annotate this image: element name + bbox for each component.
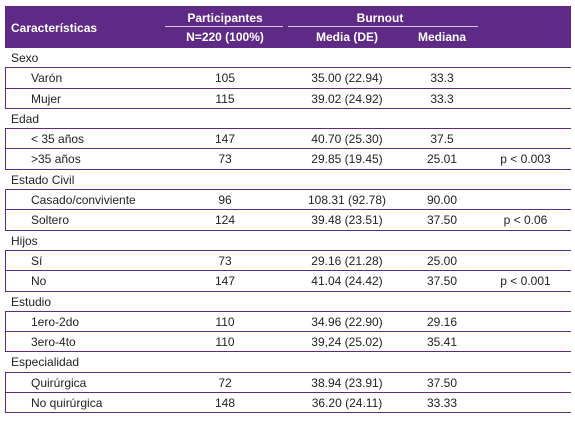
row-label: No: [31, 274, 47, 289]
header-divider: [288, 26, 478, 27]
mediana-cell: 35.41: [426, 335, 458, 350]
table-row: Mujer 115 39.02 (24.92) 33.3: [5, 87, 571, 109]
header-divider: [165, 26, 283, 27]
table-body: Sexo Varón 105 35.00 (22.94) 33.3 Mujer 115 39.…: [5, 48, 571, 414]
media-cell: 29.85 (19.45): [311, 152, 383, 167]
table-row: Varón 105 35.00 (22.94) 33.3: [5, 67, 571, 89]
participants-cell: 147: [214, 132, 236, 147]
participants-cell: 124: [214, 213, 236, 228]
media-cell: 39,24 (25.02): [311, 335, 383, 350]
participants-cell: 110: [215, 335, 235, 350]
media-cell: 39.02 (24.92): [311, 91, 383, 106]
row-label: 1ero-2do: [31, 314, 80, 329]
participants-cell: 73: [218, 253, 232, 268]
table-header: Características Participantes N=220 (100…: [5, 6, 571, 48]
mediana-cell: 25.00: [426, 253, 458, 268]
participants-cell: 96: [218, 193, 232, 208]
table-row: 3ero-4to 110 39,24 (25.02) 35.41: [5, 331, 571, 353]
group-label: Estudio: [11, 294, 52, 309]
group-row: Estado Civil: [5, 170, 571, 191]
row-label: < 35 años: [31, 132, 85, 147]
participants-cell: 110: [215, 314, 235, 329]
group-row: Sexo: [5, 48, 571, 69]
row-label: Mujer: [31, 91, 62, 106]
mediana-cell: 37.50: [426, 375, 458, 390]
burnout-table: Características Participantes N=220 (100…: [5, 6, 571, 414]
table-row: 1ero-2do 110 34.96 (22.90) 29.16: [5, 310, 571, 333]
row-label: Sí: [31, 253, 43, 268]
mediana-cell: 29.16: [426, 314, 458, 329]
table-row: >35 años 73 29.85 (19.45) 25.01 p < 0.003: [5, 148, 571, 170]
participants-cell: 105: [214, 71, 236, 86]
header-participantes: Participantes: [187, 11, 263, 25]
table-row: No quirúrgica 148 36.20 (24.11) 33.33: [5, 392, 571, 414]
participants-cell: 147: [214, 274, 236, 289]
mediana-cell: 25.01: [426, 152, 458, 167]
table-row: No 147 41.04 (24.42) 37.50 p < 0.001: [5, 270, 571, 292]
media-cell: 108.31 (92.78): [307, 193, 387, 208]
mediana-cell: 33.33: [426, 396, 458, 411]
group-label: Sexo: [11, 51, 39, 65]
media-cell: 29.16 (21.28): [311, 253, 383, 268]
mediana-cell: 37.50: [426, 274, 458, 289]
row-label: Casado/conviviente: [31, 193, 136, 208]
p-value-cell: p < 0.001: [500, 274, 551, 289]
table-row: Casado/conviviente 96 108.31 (92.78) 90.00: [5, 189, 571, 211]
header-mediana: Mediana: [417, 30, 466, 44]
header-caracteristicas: Características: [11, 21, 98, 35]
media-cell: 38.94 (23.91): [311, 375, 383, 390]
header-burnout: Burnout: [356, 11, 404, 25]
table-row: Sí 73 29.16 (21.28) 25.00: [5, 249, 571, 272]
mediana-cell: 33.3: [430, 91, 454, 106]
group-label: Edad: [11, 111, 40, 126]
group-row: Estudio: [5, 292, 571, 312]
media-cell: 35.00 (22.94): [311, 71, 383, 86]
p-value-cell: p < 0.003: [500, 152, 551, 167]
row-label: 3ero-4to: [31, 335, 76, 350]
participants-cell: 73: [218, 152, 232, 167]
header-n-total: N=220 (100%): [186, 30, 264, 44]
media-cell: 36.20 (24.11): [311, 396, 383, 411]
row-label: Varón: [31, 71, 63, 86]
media-cell: 34.96 (22.90): [311, 314, 383, 329]
mediana-cell: 37.50: [426, 213, 458, 228]
group-label: Especialidad: [11, 355, 80, 370]
media-cell: 41.04 (24.42): [311, 274, 383, 289]
group-row: Edad: [5, 109, 571, 130]
mediana-cell: 33.3: [430, 71, 454, 86]
table-row: Soltero 124 39.48 (23.51) 37.50 p < 0.06: [5, 209, 571, 231]
group-row: Hijos: [5, 231, 571, 251]
table-row: Quirúrgica 72 38.94 (23.91) 37.50: [5, 371, 571, 394]
table-row: < 35 años 147 40.70 (25.30) 37.5: [5, 128, 571, 150]
participants-cell: 115: [215, 91, 235, 106]
participants-cell: 72: [218, 375, 232, 390]
group-label: Hijos: [11, 233, 38, 248]
row-label: No quirúrgica: [31, 396, 103, 411]
header-media-de: Media (DE): [315, 30, 378, 44]
mediana-cell: 90.00: [426, 193, 458, 208]
p-value-cell: p < 0.06: [503, 213, 548, 228]
row-label: >35 años: [31, 152, 81, 167]
row-label: Soltero: [31, 213, 70, 228]
media-cell: 40.70 (25.30): [311, 132, 383, 147]
participants-cell: 148: [214, 396, 236, 411]
group-label: Estado Civil: [11, 172, 75, 187]
row-label: Quirúrgica: [31, 375, 87, 390]
mediana-cell: 37.5: [430, 132, 454, 147]
group-row: Especialidad: [5, 352, 571, 373]
media-cell: 39.48 (23.51): [311, 213, 383, 228]
